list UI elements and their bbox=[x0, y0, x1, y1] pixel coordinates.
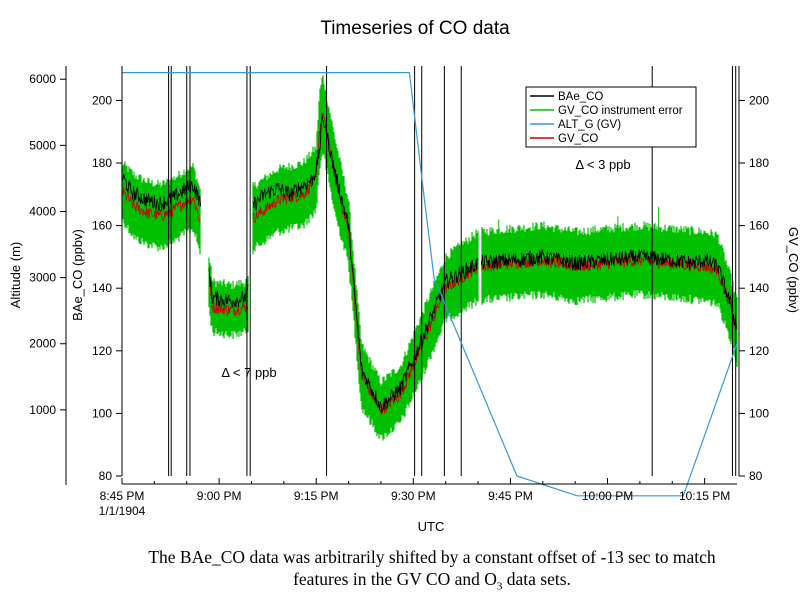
legend-label: ALT_G (GV) bbox=[558, 119, 621, 131]
altitude-tick-label: 4000 bbox=[29, 204, 56, 218]
bae-co-tick-label: 140 bbox=[92, 281, 112, 295]
gv-co-axis-title: GV_CO (ppbv) bbox=[786, 227, 800, 313]
x-tick-label: 9:30 PM bbox=[391, 489, 436, 503]
legend: BAe_CO GV_CO instrument error ALT_G (GV) GV… bbox=[525, 86, 697, 148]
x-tick-label: 9:45 PM bbox=[488, 489, 533, 503]
x-tick-label: 9:00 PM bbox=[197, 489, 242, 503]
bae-co-tick-label: 180 bbox=[92, 156, 112, 170]
legend-label: BAe_CO bbox=[558, 91, 603, 103]
bae-co-tick-label: 120 bbox=[92, 344, 112, 358]
x-tick-label: 10:15 PM bbox=[679, 489, 730, 503]
altitude-tick-label: 5000 bbox=[29, 138, 56, 152]
bae-co-tick-label: 200 bbox=[92, 93, 112, 107]
series-layer bbox=[121, 66, 738, 497]
x-tick-label: 9:15 PM bbox=[294, 489, 339, 503]
bae-co-tick-label: 80 bbox=[99, 469, 113, 483]
gv-co-tick-label: 140 bbox=[749, 281, 769, 295]
gv-co-tick-label: 80 bbox=[749, 469, 763, 483]
annotation-delta-7ppb: Δ < 7 ppb bbox=[221, 365, 276, 380]
legend-label: GV_CO bbox=[558, 133, 598, 145]
x-tick-label: 8:45 PM bbox=[100, 489, 145, 503]
legend-label: GV_CO instrument error bbox=[558, 105, 683, 117]
figure-caption: The BAe_CO data was arbitrarily shifted … bbox=[0, 546, 800, 598]
bae-co-line bbox=[121, 116, 737, 414]
altitude-line bbox=[122, 72, 738, 497]
x-date-label: 1/1/1904 bbox=[99, 504, 146, 518]
caption-line-2-text: features in the GV CO and O bbox=[293, 569, 497, 589]
gv-co-tick-label: 100 bbox=[749, 406, 769, 420]
axes-layer bbox=[60, 66, 745, 485]
gv-co-line bbox=[121, 112, 737, 415]
caption-line-2: features in the GV CO and O3 data sets. bbox=[0, 568, 800, 598]
bae-co-tick-label: 160 bbox=[92, 219, 112, 233]
bae-co-axis-title: BAe_CO (ppbv) bbox=[70, 229, 85, 321]
gv-co-tick-label: 160 bbox=[749, 219, 769, 233]
altitude-tick-label: 1000 bbox=[29, 403, 56, 417]
chart-title: Timeseries of CO data bbox=[320, 18, 510, 39]
caption-line-2-end: data sets. bbox=[502, 569, 571, 589]
altitude-tick-label: 6000 bbox=[29, 72, 56, 86]
gv-co-tick-label: 120 bbox=[749, 344, 769, 358]
x-tick-label: 10:00 PM bbox=[582, 489, 633, 503]
caption-line-1: The BAe_CO data was arbitrarily shifted … bbox=[148, 547, 716, 567]
altitude-tick-label: 2000 bbox=[29, 337, 56, 351]
caption-subscript: 3 bbox=[496, 580, 503, 593]
altitude-tick-label: 3000 bbox=[29, 271, 56, 285]
altitude-axis-title: Altitude (m) bbox=[8, 242, 23, 308]
x-axis-title: UTC bbox=[418, 519, 445, 534]
legend-box bbox=[525, 86, 697, 148]
labels-layer: 1000 2000 3000 4000 5000 6000 80 100 120 140 160 18… bbox=[8, 72, 800, 534]
gv-co-tick-label: 180 bbox=[749, 156, 769, 170]
bae-co-tick-label: 100 bbox=[92, 406, 112, 420]
annotation-delta-3ppb: Δ < 3 ppb bbox=[575, 157, 630, 172]
gv-co-tick-label: 200 bbox=[749, 93, 769, 107]
